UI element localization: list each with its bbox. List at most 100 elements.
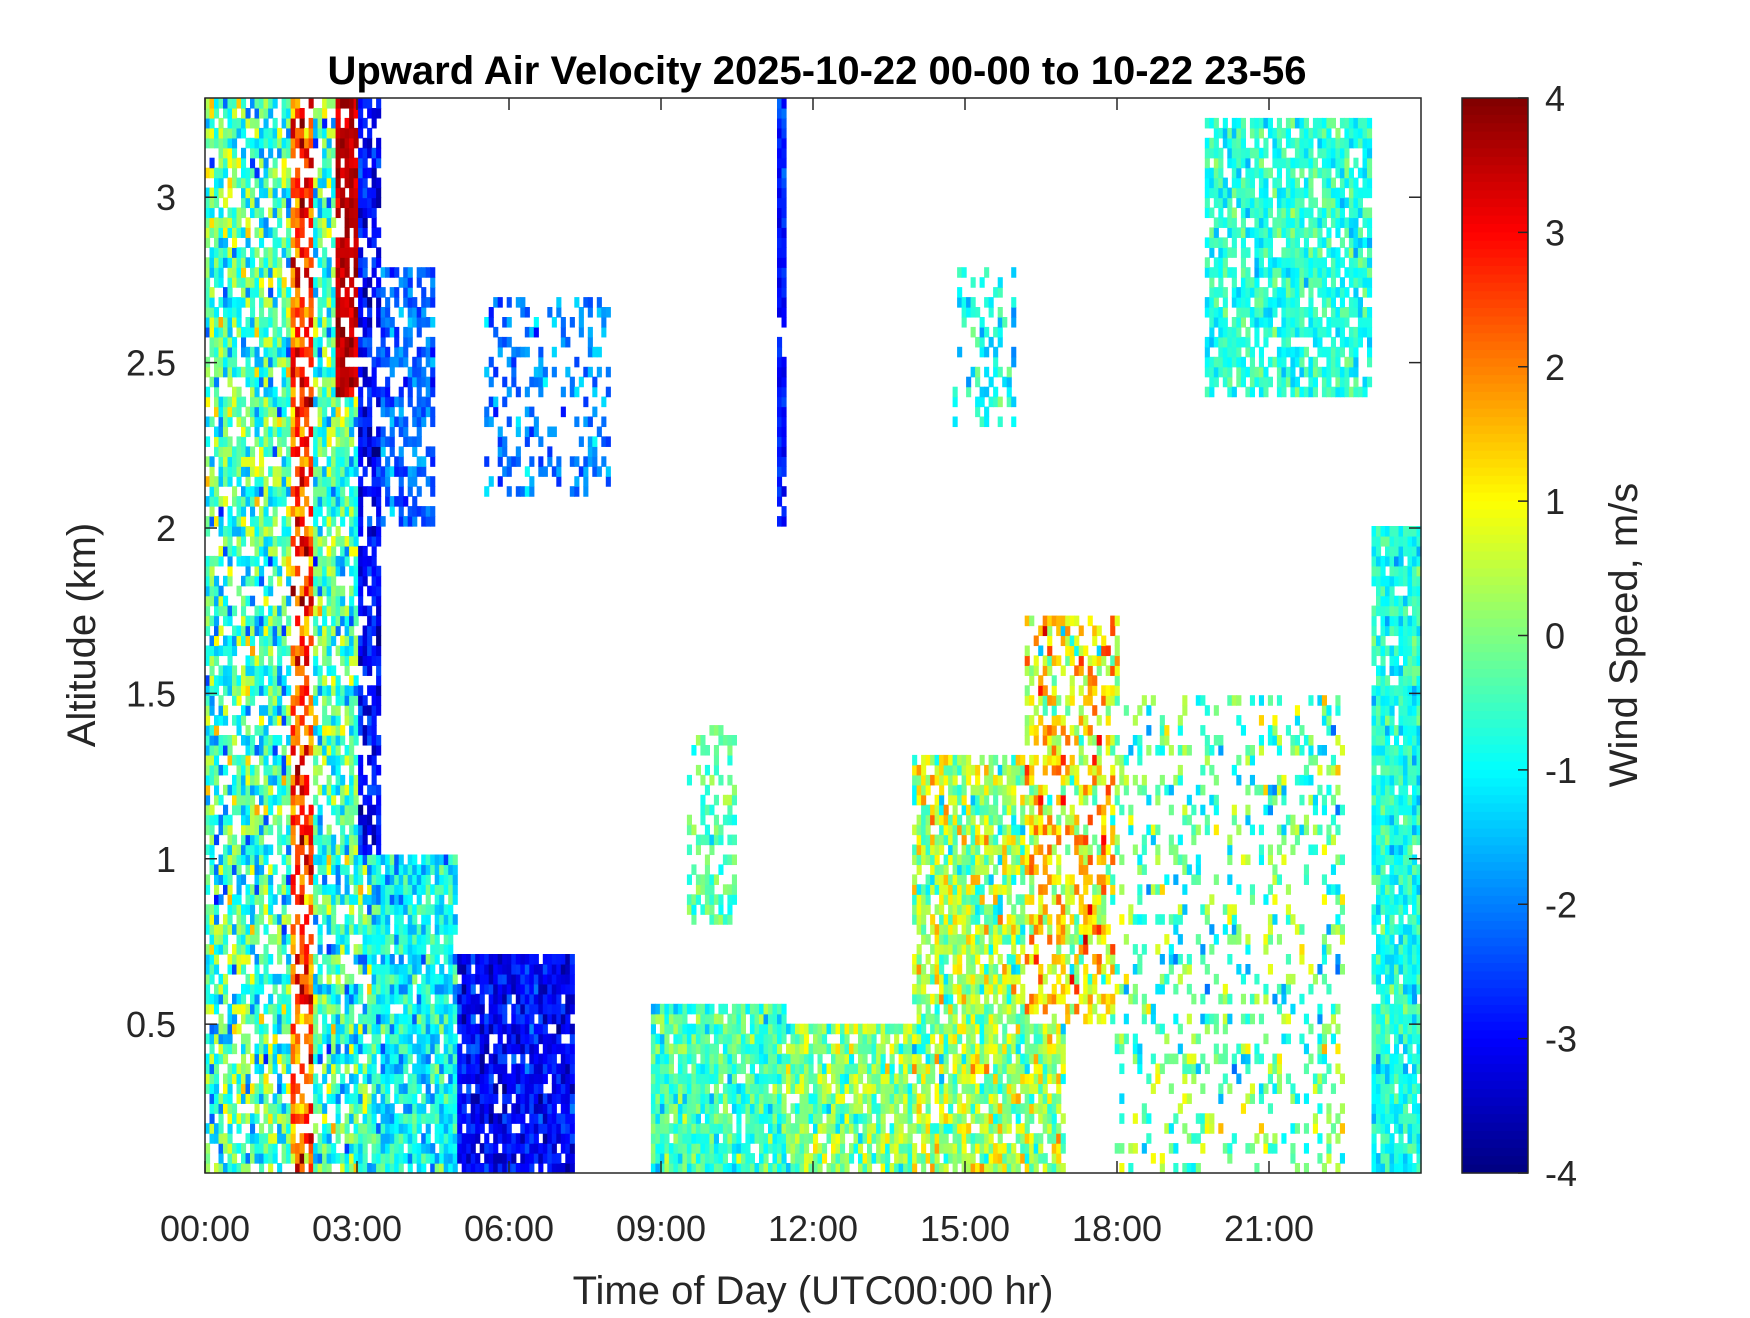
heatmap-cell bbox=[704, 1113, 710, 1124]
heatmap-cell bbox=[529, 1003, 535, 1015]
heatmap-cell bbox=[331, 804, 337, 816]
heatmap-cell bbox=[358, 754, 364, 766]
heatmap-cell bbox=[425, 914, 431, 925]
heatmap-cell bbox=[304, 267, 310, 278]
heatmap-cell bbox=[254, 993, 260, 1005]
heatmap-cell bbox=[421, 1023, 427, 1035]
heatmap-cell bbox=[434, 1033, 440, 1045]
heatmap-cell bbox=[250, 307, 256, 318]
heatmap-cell bbox=[353, 1033, 359, 1045]
heatmap-cell bbox=[335, 506, 341, 517]
heatmap-cell bbox=[227, 904, 233, 915]
heatmap-cell bbox=[232, 307, 238, 318]
heatmap-cell bbox=[322, 635, 328, 647]
heatmap-cell bbox=[245, 117, 251, 129]
heatmap-cell bbox=[290, 964, 296, 975]
heatmap-cell bbox=[340, 605, 346, 617]
heatmap-cell bbox=[358, 1123, 364, 1134]
heatmap-cell bbox=[358, 456, 364, 467]
heatmap-cell bbox=[367, 864, 373, 875]
heatmap-cell bbox=[218, 177, 224, 189]
heatmap-cell bbox=[722, 1163, 728, 1174]
heatmap-cell bbox=[308, 545, 314, 557]
heatmap-cell bbox=[407, 904, 413, 915]
heatmap-cell bbox=[668, 1073, 674, 1085]
heatmap-cell bbox=[268, 844, 274, 856]
heatmap-cell bbox=[326, 267, 332, 278]
heatmap-cell bbox=[281, 177, 287, 189]
heatmap-cell bbox=[425, 934, 431, 945]
heatmap-cell bbox=[326, 595, 332, 607]
heatmap-cell bbox=[254, 127, 260, 139]
heatmap-cell bbox=[331, 555, 337, 567]
heatmap-cell bbox=[223, 824, 229, 836]
heatmap-cell bbox=[241, 625, 247, 637]
heatmap-cell bbox=[331, 705, 337, 716]
heatmap-cell bbox=[304, 625, 310, 637]
heatmap-cell bbox=[376, 317, 382, 328]
heatmap-cell bbox=[322, 954, 328, 965]
heatmap-cell bbox=[754, 1133, 760, 1144]
heatmap-cell bbox=[601, 456, 607, 467]
heatmap-cell bbox=[232, 944, 238, 955]
heatmap-cell bbox=[380, 326, 386, 338]
heatmap-cell bbox=[268, 804, 274, 816]
heatmap-cell bbox=[290, 1133, 296, 1144]
heatmap-cell bbox=[673, 1103, 679, 1114]
heatmap-cell bbox=[227, 665, 233, 676]
heatmap-cell bbox=[389, 267, 395, 278]
heatmap-cell bbox=[335, 207, 341, 219]
heatmap-cell bbox=[331, 446, 337, 457]
heatmap-cell bbox=[227, 754, 233, 766]
heatmap-cell bbox=[313, 526, 319, 537]
heatmap-cell bbox=[223, 466, 229, 477]
heatmap-cell bbox=[322, 874, 328, 885]
heatmap-cell bbox=[214, 655, 220, 666]
heatmap-cell bbox=[218, 715, 224, 726]
heatmap-cell bbox=[425, 993, 431, 1005]
heatmap-cell bbox=[290, 237, 296, 248]
heatmap-cell bbox=[673, 1043, 679, 1055]
heatmap-cell bbox=[272, 177, 278, 189]
heatmap-cell bbox=[218, 585, 224, 597]
heatmap-cell bbox=[430, 297, 436, 308]
heatmap-cell bbox=[259, 1043, 265, 1055]
heatmap-cell bbox=[547, 1163, 553, 1174]
heatmap-cell bbox=[295, 307, 301, 318]
heatmap-cell bbox=[250, 516, 256, 527]
heatmap-cell bbox=[286, 774, 292, 786]
heatmap-cell bbox=[335, 1093, 341, 1104]
heatmap-cell bbox=[241, 187, 247, 199]
heatmap-cell bbox=[556, 983, 562, 995]
heatmap-cell bbox=[362, 735, 368, 746]
heatmap-cell bbox=[502, 964, 508, 975]
heatmap-cell bbox=[331, 117, 337, 129]
heatmap-cell bbox=[322, 605, 328, 617]
heatmap-cell bbox=[362, 1133, 368, 1144]
heatmap-cell bbox=[448, 1143, 454, 1154]
heatmap-cell bbox=[759, 1033, 765, 1045]
heatmap-cell bbox=[232, 844, 238, 856]
heatmap-cell bbox=[205, 784, 211, 796]
heatmap-cell bbox=[389, 904, 395, 915]
heatmap-cell bbox=[295, 187, 301, 199]
heatmap-cell bbox=[254, 406, 260, 418]
heatmap-cell bbox=[268, 1143, 274, 1154]
heatmap-cell bbox=[281, 317, 287, 328]
heatmap-cell bbox=[313, 824, 319, 836]
heatmap-cell bbox=[313, 834, 319, 846]
heatmap-cell bbox=[385, 406, 391, 418]
heatmap-cell bbox=[425, 1153, 431, 1164]
heatmap-cell bbox=[448, 1083, 454, 1094]
heatmap-cell bbox=[209, 267, 215, 278]
heatmap-cell bbox=[250, 894, 256, 905]
heatmap-cell bbox=[268, 108, 274, 119]
heatmap-cell bbox=[209, 1113, 215, 1124]
heatmap-cell bbox=[250, 615, 256, 627]
heatmap-cell bbox=[299, 874, 305, 885]
heatmap-cell bbox=[718, 864, 724, 875]
heatmap-cell bbox=[223, 416, 229, 428]
heatmap-cell bbox=[425, 1063, 431, 1075]
heatmap-cell bbox=[308, 635, 314, 647]
heatmap-cell bbox=[335, 1023, 341, 1035]
